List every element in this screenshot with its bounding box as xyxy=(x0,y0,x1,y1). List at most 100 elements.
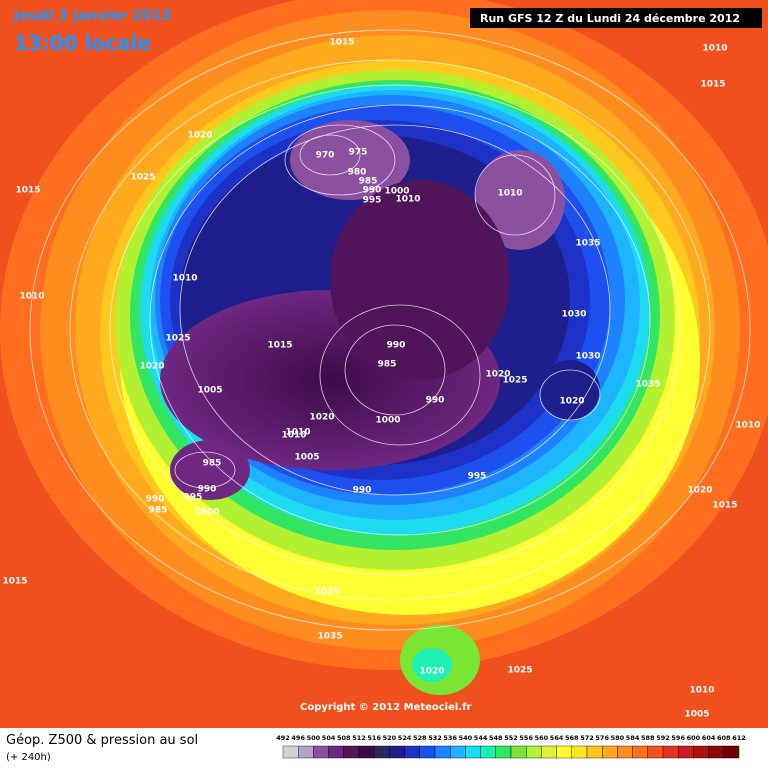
legend-label: 560 xyxy=(535,734,549,742)
legend-swatch xyxy=(526,745,542,759)
legend-label: 588 xyxy=(641,734,655,742)
run-box xyxy=(470,8,762,28)
copyright: Copyright © 2012 Meteociel.fr xyxy=(300,702,471,713)
legend-label: 528 xyxy=(413,734,427,742)
isobar-label: 1025 xyxy=(507,666,532,676)
isobar-label: 1025 xyxy=(502,376,527,386)
legend-label: 592 xyxy=(656,734,670,742)
legend-swatch xyxy=(480,745,497,759)
isobar-label: 1010 xyxy=(172,274,197,284)
legend-swatch xyxy=(434,745,451,759)
isobar-label: 990 xyxy=(198,485,217,495)
isobar-label: 1020 xyxy=(419,667,444,677)
isobar-label: 1030 xyxy=(314,587,339,597)
isobar-label: 985 xyxy=(359,177,378,187)
legend-swatch xyxy=(282,745,299,759)
forecast-date: Jeudi 3 janvier 2013 xyxy=(13,8,171,24)
legend-swatch xyxy=(404,745,421,759)
isobar-label: 1010 xyxy=(281,431,306,441)
isobar-label: 1010 xyxy=(497,189,522,199)
legend-label: 556 xyxy=(519,734,533,742)
isobar-label: 975 xyxy=(349,148,368,158)
legend-label: 512 xyxy=(352,734,366,742)
isobar-label: 995 xyxy=(363,196,382,206)
legend-swatch xyxy=(602,745,618,759)
isobar-label: 985 xyxy=(203,459,222,469)
legend-swatch xyxy=(328,745,345,759)
isobar-label: 1010 xyxy=(735,421,760,431)
isobar-label: 990 xyxy=(353,486,372,496)
legend-swatch xyxy=(343,745,360,759)
legend-label: 540 xyxy=(459,734,473,742)
isobar-label: 1035 xyxy=(317,632,342,642)
legend-swatch xyxy=(586,745,603,759)
legend-label: 548 xyxy=(489,734,503,742)
isobar-label: 1015 xyxy=(267,341,292,351)
legend-label: 492 xyxy=(276,734,290,742)
isobar-label: 1030 xyxy=(575,352,600,362)
legend-swatch xyxy=(693,745,709,759)
legend-label: 596 xyxy=(671,734,685,742)
isobar-label: 1020 xyxy=(309,413,334,423)
legend-swatch xyxy=(662,745,679,759)
footer-lead: (+ 240h) xyxy=(6,752,51,763)
isobar-label: 970 xyxy=(316,151,335,161)
isobar-label: 990 xyxy=(363,186,382,196)
legend-label: 500 xyxy=(307,734,321,742)
isobar-label: 1005 xyxy=(684,710,709,720)
isobar-label: 1015 xyxy=(329,38,354,48)
isobar-label: 995 xyxy=(184,493,203,503)
isobar-label: 1020 xyxy=(187,131,212,141)
isobar-label: 990 xyxy=(387,341,406,351)
isobar-label: 1035 xyxy=(575,239,600,249)
isobar-label: 1000 xyxy=(384,187,409,197)
isobar-label: 1030 xyxy=(561,310,586,320)
run-info: Run GFS 12 Z du Lundi 24 décembre 2012 xyxy=(480,12,740,25)
legend-swatch xyxy=(358,745,375,759)
legend-swatch xyxy=(556,745,572,759)
legend-swatch xyxy=(678,745,694,759)
isobar-label: 1010 xyxy=(689,686,714,696)
isobar-label: 1020 xyxy=(687,486,712,496)
isobar-label: 1015 xyxy=(15,186,40,196)
isobar-label: 1000 xyxy=(375,416,400,426)
legend-swatch xyxy=(647,745,664,759)
isobar-label: 1025 xyxy=(165,334,190,344)
legend-swatch xyxy=(632,745,648,759)
legend-label: 508 xyxy=(337,734,351,742)
legend-label: 612 xyxy=(732,734,746,742)
legend-label: 584 xyxy=(626,734,640,742)
legend-swatch xyxy=(419,745,436,759)
legend-swatch xyxy=(495,745,512,759)
legend-label: 504 xyxy=(322,734,336,742)
isobar-label: 985 xyxy=(378,360,397,370)
isobar-label: 1010 xyxy=(702,44,727,54)
legend-label: 600 xyxy=(687,734,701,742)
isobar-label: 1010 xyxy=(19,292,44,302)
isobar-label: 1025 xyxy=(130,173,155,183)
legend-swatch xyxy=(313,745,329,759)
legend-label: 580 xyxy=(611,734,625,742)
map-background xyxy=(0,0,768,728)
legend-swatch xyxy=(374,745,390,759)
legend-swatch xyxy=(510,745,527,759)
legend-swatch xyxy=(298,745,314,759)
legend-label: 536 xyxy=(443,734,457,742)
legend-label: 568 xyxy=(565,734,579,742)
footer-title: Géop. Z500 & pression au sol xyxy=(6,733,198,748)
isobar-label: 990 xyxy=(146,495,165,505)
legend-swatch xyxy=(571,745,588,759)
legend-swatch xyxy=(389,745,405,759)
legend-label: 604 xyxy=(702,734,716,742)
isobar-label: 995 xyxy=(468,472,487,482)
isobar-label: 1015 xyxy=(700,80,725,90)
isobar-label: 985 xyxy=(149,506,168,516)
legend-swatch xyxy=(723,745,740,759)
isobar-label: 1020 xyxy=(485,370,510,380)
legend-label: 496 xyxy=(291,734,305,742)
isobar-label: 990 xyxy=(426,396,445,406)
legend-label: 516 xyxy=(367,734,381,742)
legend-swatch xyxy=(708,745,724,759)
legend-label: 544 xyxy=(474,734,488,742)
